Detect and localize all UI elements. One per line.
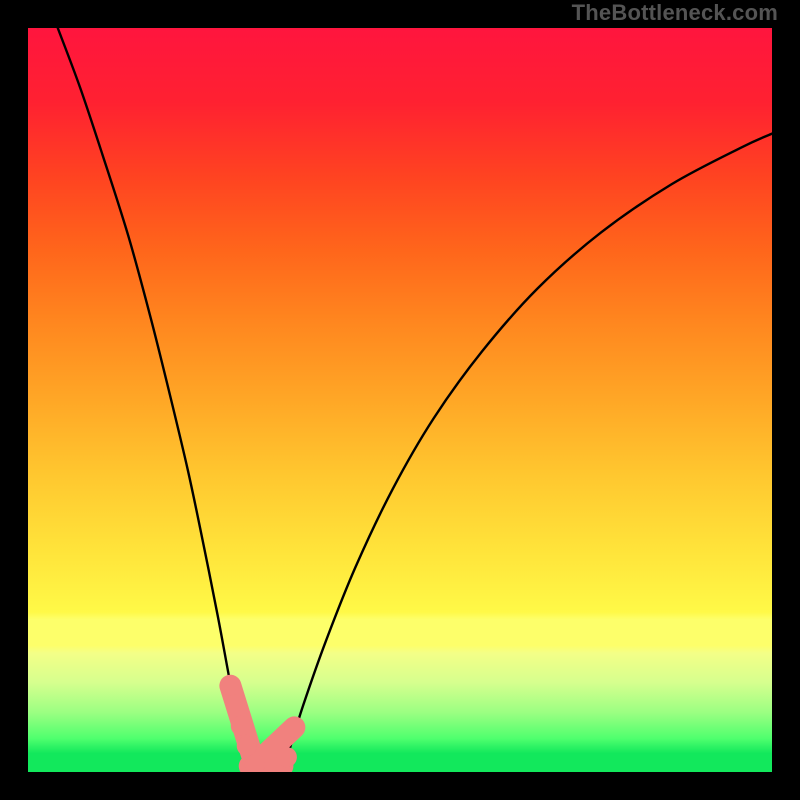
marker-point-0: [220, 676, 240, 696]
gradient-background: [28, 28, 772, 772]
chart-svg: [28, 28, 772, 772]
marker-point-5: [284, 717, 304, 737]
watermark-text: TheBottleneck.com: [572, 0, 778, 26]
marker-point-1: [231, 716, 251, 736]
plot-area: [28, 28, 772, 772]
chart-frame: TheBottleneck.com: [0, 0, 800, 800]
marker-point-4: [277, 747, 297, 767]
marker-point-2: [237, 736, 257, 756]
